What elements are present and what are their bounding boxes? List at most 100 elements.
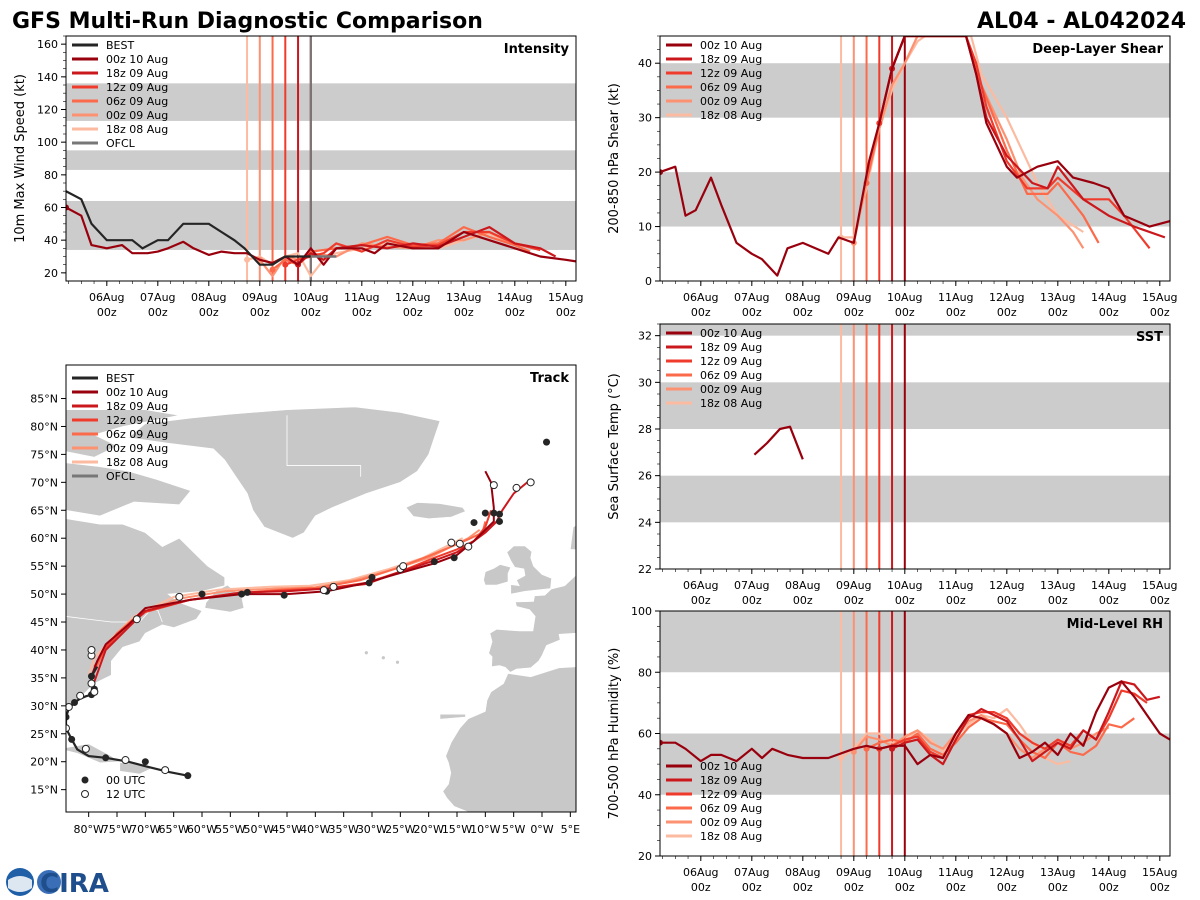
intensity-series-marker xyxy=(244,256,251,263)
intensity-xtick-label: 14Aug xyxy=(497,291,532,304)
shear-xtick-label: 12Aug xyxy=(989,291,1024,304)
track-point-12utc xyxy=(76,691,85,700)
sst-xtick-label: 11Aug xyxy=(938,579,973,592)
sst-xtick-label: 00z xyxy=(895,594,915,607)
track-point-00utc xyxy=(490,509,498,517)
ireland-landmass xyxy=(483,564,512,586)
track-ytick-label: 30°N xyxy=(30,700,58,713)
track-point-12utc xyxy=(87,645,96,654)
track-point-00utc xyxy=(238,590,246,598)
track-ytick-label: 70°N xyxy=(30,476,58,489)
shear-ytick-label: 20 xyxy=(638,166,652,179)
track-point-00utc xyxy=(88,672,95,680)
track-point-00utc xyxy=(198,590,206,598)
track-point-00utc xyxy=(243,588,251,596)
intensity-xtick-label: 00z xyxy=(352,306,372,319)
shear-xtick-label: 00z xyxy=(895,306,915,319)
intensity-xtick-label: 10Aug xyxy=(293,291,328,304)
legend-12utc-label: 12 UTC xyxy=(106,788,146,801)
intensity-xtick-label: 00z xyxy=(97,306,117,319)
track-xtick-label: 25°W xyxy=(385,823,415,836)
track-xtick-label: 5°W xyxy=(502,823,525,836)
shear-xtick-label: 14Aug xyxy=(1091,291,1126,304)
rh-series-marker xyxy=(660,739,663,746)
track-point-12utc xyxy=(66,724,70,733)
rh-xtick-label: 00z xyxy=(1099,881,1119,894)
intensity-ytick-label: 160 xyxy=(37,38,58,51)
track-point-12utc xyxy=(526,478,535,487)
shear-xtick-label: 00z xyxy=(1099,306,1119,319)
cira-globe-icon xyxy=(37,870,61,894)
rh-series-line xyxy=(891,680,1161,766)
rh-xtick-label: 00z xyxy=(844,881,864,894)
sst-xtick-label: 00z xyxy=(742,594,762,607)
shear-xtick-label: 00z xyxy=(691,306,711,319)
track-point-00utc xyxy=(543,438,551,446)
intensity-ytick-label: 140 xyxy=(37,71,58,84)
track-point-12utc xyxy=(121,756,130,765)
track-point-12utc xyxy=(175,592,184,601)
noaa-wave-icon xyxy=(8,876,32,892)
track-point-12utc xyxy=(66,702,73,711)
track-point-12utc xyxy=(81,744,90,753)
sst-xtick-label: 15Aug xyxy=(1142,579,1177,592)
intensity-xtick-label: 00z xyxy=(556,306,576,319)
track-point-00utc xyxy=(280,591,288,599)
shear-legend-label: 00z 09 Aug xyxy=(700,95,762,108)
rh-series-line xyxy=(660,680,1170,766)
track-ytick-label: 65°N xyxy=(30,504,58,517)
rh-series-marker xyxy=(863,745,870,752)
intensity-best-line xyxy=(66,190,311,266)
intensity-shade-band xyxy=(66,150,576,170)
sst-xtick-label: 13Aug xyxy=(1040,579,1075,592)
rh-xtick-label: 00z xyxy=(1150,881,1170,894)
rh-series-marker xyxy=(838,755,845,761)
intensity-legend-label: 18z 08 Aug xyxy=(106,123,168,136)
rh-xtick-label: 00z xyxy=(946,881,966,894)
rh-xtick-label: 10Aug xyxy=(887,866,922,879)
track-ytick-label: 60°N xyxy=(30,532,58,545)
rh-legend-label: 18z 09 Aug xyxy=(700,774,762,787)
rh-series-line xyxy=(879,689,1148,760)
sst-xtick-label: 12Aug xyxy=(989,579,1024,592)
shear-series-line xyxy=(878,36,1151,249)
track-point-00utc xyxy=(450,554,458,562)
sst-series-line xyxy=(753,425,804,460)
cira-logo: CIRA xyxy=(6,868,109,899)
sst-xtick-label: 00z xyxy=(1048,594,1068,607)
track-legend-label: 06z 09 Aug xyxy=(106,428,168,441)
ellesmere-island-landmass xyxy=(66,409,180,458)
track-point-00utc xyxy=(68,735,76,743)
rh-xtick-label: 09Aug xyxy=(836,866,871,879)
track-ytick-label: 35°N xyxy=(30,672,58,685)
shear-xtick-label: 00z xyxy=(793,306,813,319)
track-xtick-label: 75°W xyxy=(102,823,132,836)
intensity-xtick-label: 07Aug xyxy=(140,291,175,304)
track-legend-label: 00z 09 Aug xyxy=(106,442,168,455)
track-legend-label: 18z 09 Aug xyxy=(106,400,168,413)
north-america-landmass xyxy=(66,518,225,812)
sst-panel: 22 24 26 28 30 32 06Aug 00z 07Aug 00z 08Aug 00z 09Au… xyxy=(607,323,1178,607)
intensity-ytick-label: 80 xyxy=(44,169,58,182)
greenland-region-border xyxy=(286,415,362,477)
track-frame xyxy=(65,364,577,813)
shear-ytick-label: 0 xyxy=(645,275,652,288)
africa-landmass xyxy=(442,666,576,812)
track-ytick-label: 55°N xyxy=(30,560,58,573)
track-ytick-label: 80°N xyxy=(30,420,58,433)
track-xtick-label: 40°W xyxy=(300,823,330,836)
shear-series-marker xyxy=(660,169,663,176)
track-legend-label: OFCL xyxy=(106,470,136,483)
sst-xtick-label: 00z xyxy=(844,594,864,607)
intensity-panel: 20 40 60 80 100 120 140 160 06Aug 00z 07Aug 00z 08Au… xyxy=(13,35,584,319)
shear-legend-label: 18z 08 Aug xyxy=(700,109,762,122)
intensity-xtick-label: 13Aug xyxy=(446,291,481,304)
greenland-landmass xyxy=(127,406,441,539)
cira-logo-text: CIRA xyxy=(40,869,109,899)
rh-ytick-label: 40 xyxy=(638,789,652,802)
intensity-legend-label: BEST xyxy=(106,39,134,52)
intensity-xtick-label: 06Aug xyxy=(89,291,124,304)
intensity-ylabel: 10m Max Wind Speed (kt) xyxy=(13,74,28,243)
